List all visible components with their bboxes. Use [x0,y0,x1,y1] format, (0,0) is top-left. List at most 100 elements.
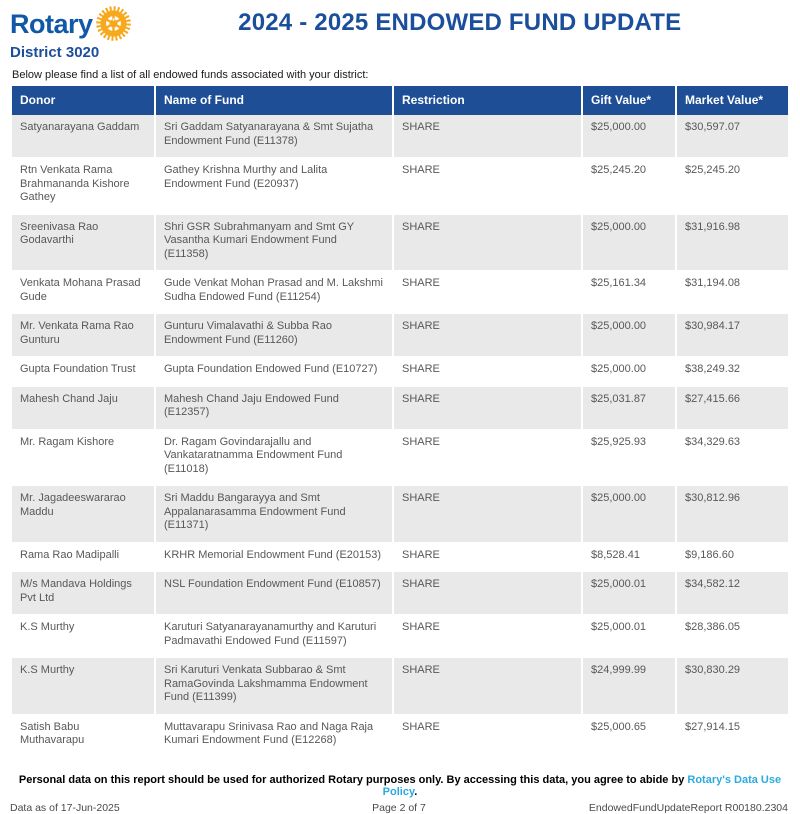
market-value-cell: $30,830.29 [676,657,788,715]
disclaimer-period: . [414,785,418,798]
disclaimer-text: Personal data on this report should be u… [18,773,688,786]
table-row: Gupta Foundation Trust Gupta Foundation … [12,356,788,387]
endowed-funds-table: Donor Name of Fund Restriction Gift Valu… [12,86,788,758]
table-row: Satish Babu Muthavarapu Muttavarapu Srin… [12,714,788,758]
market-value-cell: $34,329.63 [676,429,788,486]
market-value-cell: $25,245.20 [676,157,788,215]
district-heading: District 3020 [10,44,100,61]
market-value-cell: $30,812.96 [676,485,788,543]
rotary-wordmark: Rotary [10,8,93,39]
restriction-cell: SHARE [393,571,583,615]
market-value-cell: $31,916.98 [676,214,788,271]
restriction-cell: SHARE [393,313,583,357]
gift-value-cell: $25,000.65 [582,714,677,758]
market-value-cell: $28,386.05 [676,614,788,658]
table-row: Rtn Venkata Rama Brahmananda Kishore Gat… [12,157,788,215]
column-header-name-of-fund: Name of Fund [155,86,394,115]
market-value-cell: $31,194.08 [676,270,788,314]
fund-name-cell: Karuturi Satyanarayanamurthy and Karutur… [155,614,394,658]
fund-name-cell: Gupta Foundation Endowed Fund (E10727) [155,356,394,387]
table-row: Rama Rao Madipalli KRHR Memorial Endowme… [12,542,788,572]
donor-cell: K.S Murthy [12,614,156,658]
market-value-cell: $27,914.15 [676,714,788,758]
table-row: M/s Mandava Holdings Pvt Ltd NSL Foundat… [12,571,788,615]
donor-cell: Sreenivasa Rao Godavarthi [12,214,156,271]
restriction-cell: SHARE [393,429,583,486]
fund-name-cell: Gathey Krishna Murthy and Lalita Endowme… [155,157,394,215]
fund-name-cell: KRHR Memorial Endowment Fund (E20153) [155,542,394,572]
gift-value-cell: $25,000.00 [582,115,677,158]
donor-cell: K.S Murthy [12,657,156,715]
market-value-cell: $9,186.60 [676,542,788,572]
restriction-cell: SHARE [393,614,583,658]
gift-value-cell: $25,000.00 [582,214,677,271]
restriction-cell: SHARE [393,356,583,387]
gift-value-cell: $25,000.01 [582,614,677,658]
donor-cell: M/s Mandava Holdings Pvt Ltd [12,571,156,615]
fund-name-cell: Dr. Ragam Govindarajallu and Vankataratn… [155,429,394,486]
gift-value-cell: $25,245.20 [582,157,677,215]
fund-name-cell: Sri Karuturi Venkata Subbarao & Smt Rama… [155,657,394,715]
column-header-restriction: Restriction [393,86,583,115]
table-row: Venkata Mohana Prasad Gude Gude Venkat M… [12,270,788,314]
market-value-cell: $30,597.07 [676,115,788,158]
table-row: Mr. Jagadeeswararao Maddu Sri Maddu Bang… [12,485,788,543]
gift-value-cell: $8,528.41 [582,542,677,572]
fund-name-cell: Sri Gaddam Satyanarayana & Smt Sujatha E… [155,115,394,158]
table-row: Mahesh Chand Jaju Mahesh Chand Jaju Endo… [12,386,788,430]
restriction-cell: SHARE [393,714,583,758]
gift-value-cell: $25,031.87 [582,386,677,430]
gift-value-cell: $25,000.00 [582,313,677,357]
donor-cell: Mr. Ragam Kishore [12,429,156,486]
data-as-of-label: Data as of 17-Jun-2025 [10,801,120,814]
intro-text: Below please find a list of all endowed … [12,69,369,81]
table-header: Donor Name of Fund Restriction Gift Valu… [12,86,788,115]
column-header-market-value: Market Value* [676,86,788,115]
gift-value-cell: $25,000.01 [582,571,677,615]
donor-cell: Gupta Foundation Trust [12,356,156,387]
restriction-cell: SHARE [393,270,583,314]
fund-name-cell: NSL Foundation Endowment Fund (E10857) [155,571,394,615]
table-row: Sreenivasa Rao Godavarthi Shri GSR Subra… [12,214,788,271]
donor-cell: Mr. Venkata Rama Rao Gunturu [12,313,156,357]
column-header-gift-value: Gift Value* [582,86,677,115]
table-row: K.S Murthy Karuturi Satyanarayanamurthy … [12,614,788,658]
table-body: Satyanarayana Gaddam Sri Gaddam Satyanar… [12,115,788,758]
table-row: Mr. Venkata Rama Rao Gunturu Gunturu Vim… [12,313,788,357]
market-value-cell: $27,415.66 [676,386,788,430]
donor-cell: Venkata Mohana Prasad Gude [12,270,156,314]
page-footer: Data as of 17-Jun-2025 Page 2 of 7 Endow… [10,802,788,814]
donor-cell: Rtn Venkata Rama Brahmananda Kishore Gat… [12,157,156,215]
column-header-donor: Donor [12,86,156,115]
restriction-cell: SHARE [393,485,583,543]
donor-cell: Satish Babu Muthavarapu [12,714,156,758]
fund-name-cell: Sri Maddu Bangarayya and Smt Appalanaras… [155,485,394,543]
fund-name-cell: Muttavarapu Srinivasa Rao and Naga Raja … [155,714,394,758]
restriction-cell: SHARE [393,386,583,430]
page-header: Rotary 2024 - 2025 ENDOWED FUND UPDATE [0,0,800,42]
restriction-cell: SHARE [393,157,583,215]
restriction-cell: SHARE [393,214,583,271]
gift-value-cell: $24,999.99 [582,657,677,715]
rotary-logo: Rotary [10,5,132,42]
donor-cell: Mahesh Chand Jaju [12,386,156,430]
restriction-cell: SHARE [393,657,583,715]
table-row: Mr. Ragam Kishore Dr. Ragam Govindarajal… [12,429,788,486]
market-value-cell: $34,582.12 [676,571,788,615]
table-row: K.S Murthy Sri Karuturi Venkata Subbarao… [12,657,788,715]
fund-name-cell: Mahesh Chand Jaju Endowed Fund (E12357) [155,386,394,430]
rotary-gear-wheel-icon [95,6,131,41]
donor-cell: Satyanarayana Gaddam [12,115,156,158]
donor-cell: Rama Rao Madipalli [12,542,156,572]
fund-name-cell: Gude Venkat Mohan Prasad and M. Lakshmi … [155,270,394,314]
gift-value-cell: $25,161.34 [582,270,677,314]
page-indicator: Page 2 of 7 [372,801,426,814]
gift-value-cell: $25,000.00 [582,356,677,387]
page-title: 2024 - 2025 ENDOWED FUND UPDATE [238,9,682,36]
table-row: Satyanarayana Gaddam Sri Gaddam Satyanar… [12,115,788,158]
fund-name-cell: Shri GSR Subrahmanyam and Smt GY Vasanth… [155,214,394,271]
disclaimer: Personal data on this report should be u… [0,774,800,798]
donor-cell: Mr. Jagadeeswararao Maddu [12,485,156,543]
market-value-cell: $30,984.17 [676,313,788,357]
gift-value-cell: $25,925.93 [582,429,677,486]
